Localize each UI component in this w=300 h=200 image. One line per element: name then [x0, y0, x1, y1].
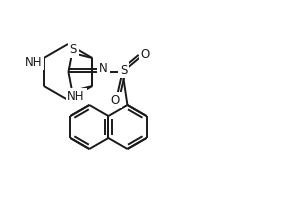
Text: N: N — [99, 62, 108, 75]
Text: O: O — [141, 48, 150, 62]
Text: NH: NH — [67, 90, 85, 103]
Text: S: S — [120, 64, 127, 76]
Text: S: S — [69, 43, 77, 56]
Text: O: O — [111, 94, 120, 106]
Text: NH: NH — [25, 55, 43, 68]
